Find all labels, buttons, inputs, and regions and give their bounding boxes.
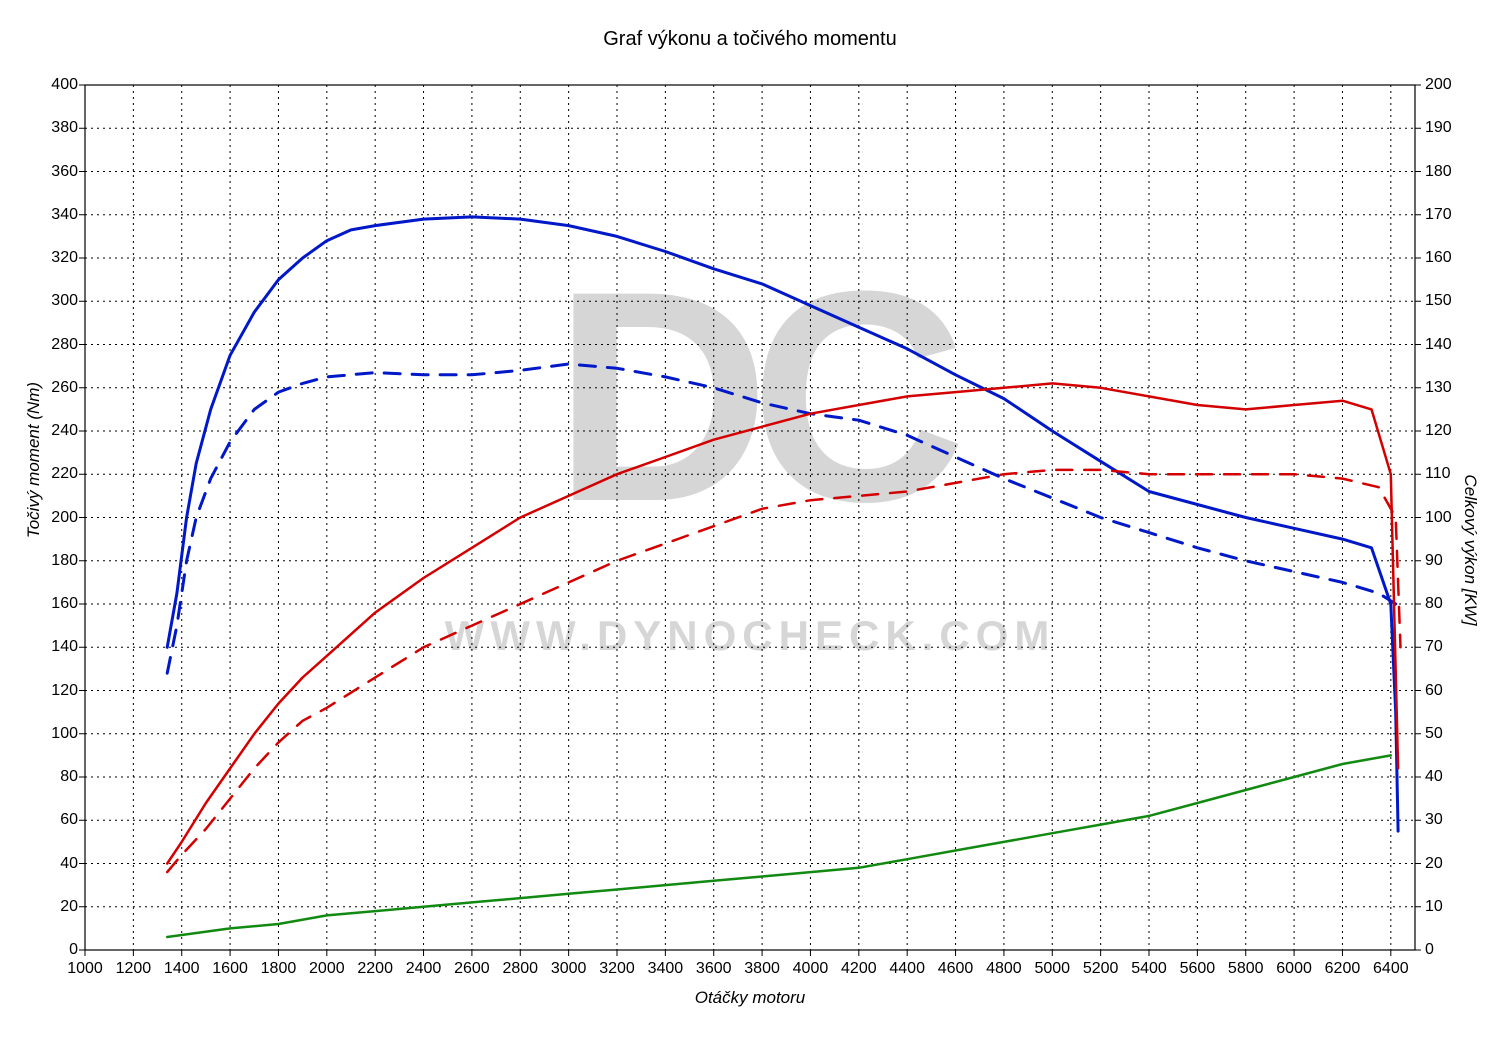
y-right-tick: 170 <box>1425 206 1463 224</box>
y-left-tick: 160 <box>40 595 78 613</box>
x-tick: 2000 <box>307 960 347 978</box>
y-right-tick: 90 <box>1425 552 1463 570</box>
x-tick: 3800 <box>742 960 782 978</box>
x-tick: 1000 <box>65 960 105 978</box>
y-right-tick: 60 <box>1425 682 1463 700</box>
x-tick: 4400 <box>887 960 927 978</box>
x-tick: 1800 <box>258 960 298 978</box>
y-left-tick: 320 <box>40 249 78 267</box>
y-right-tick: 150 <box>1425 292 1463 310</box>
page-root: { "chart": { "type": "line", "title": "G… <box>0 0 1500 1041</box>
y-right-tick: 70 <box>1425 638 1463 656</box>
y-right-tick: 10 <box>1425 898 1463 916</box>
x-tick: 5200 <box>1081 960 1121 978</box>
y-left-tick: 240 <box>40 422 78 440</box>
x-tick: 5600 <box>1177 960 1217 978</box>
x-tick: 1400 <box>162 960 202 978</box>
x-tick: 3600 <box>694 960 734 978</box>
x-tick: 3000 <box>549 960 589 978</box>
x-tick: 3400 <box>645 960 685 978</box>
y-left-tick: 280 <box>40 336 78 354</box>
x-tick: 6200 <box>1322 960 1362 978</box>
y-left-tick: 300 <box>40 292 78 310</box>
y-right-tick: 30 <box>1425 811 1463 829</box>
x-tick: 5800 <box>1226 960 1266 978</box>
x-tick: 5400 <box>1129 960 1169 978</box>
y-left-tick: 40 <box>40 855 78 873</box>
x-tick: 5000 <box>1032 960 1072 978</box>
x-tick: 4800 <box>984 960 1024 978</box>
x-tick: 3200 <box>597 960 637 978</box>
series-loss_solid <box>167 755 1391 937</box>
y-right-tick: 160 <box>1425 249 1463 267</box>
y-left-tick: 60 <box>40 811 78 829</box>
watermark-logo: DC <box>553 228 961 564</box>
y-left-tick: 100 <box>40 725 78 743</box>
y-left-tick: 0 <box>40 941 78 959</box>
x-tick: 2800 <box>500 960 540 978</box>
x-tick: 4200 <box>839 960 879 978</box>
dyno-chart-svg: DC WWW.DYNOCHECK.COM <box>0 0 1500 1041</box>
x-tick: 2400 <box>404 960 444 978</box>
y-right-tick: 100 <box>1425 509 1463 527</box>
x-tick: 4000 <box>790 960 830 978</box>
y-right-tick: 80 <box>1425 595 1463 613</box>
x-tick: 2600 <box>452 960 492 978</box>
y-left-tick: 400 <box>40 76 78 94</box>
x-tick: 1200 <box>113 960 153 978</box>
y-right-tick: 110 <box>1425 465 1463 483</box>
y-right-tick: 200 <box>1425 76 1463 94</box>
y-right-tick: 180 <box>1425 163 1463 181</box>
y-left-tick: 120 <box>40 682 78 700</box>
y-left-tick: 360 <box>40 163 78 181</box>
x-tick: 6400 <box>1371 960 1411 978</box>
y-left-tick: 140 <box>40 638 78 656</box>
y-right-tick: 20 <box>1425 855 1463 873</box>
y-left-tick: 20 <box>40 898 78 916</box>
x-tick: 4600 <box>936 960 976 978</box>
y-left-tick: 200 <box>40 509 78 527</box>
y-right-tick: 140 <box>1425 336 1463 354</box>
y-right-tick: 50 <box>1425 725 1463 743</box>
y-left-tick: 80 <box>40 768 78 786</box>
y-left-tick: 340 <box>40 206 78 224</box>
y-left-tick: 220 <box>40 465 78 483</box>
y-right-tick: 40 <box>1425 768 1463 786</box>
y-right-tick: 0 <box>1425 941 1463 959</box>
x-tick: 1600 <box>210 960 250 978</box>
x-tick: 6000 <box>1274 960 1314 978</box>
y-right-tick: 130 <box>1425 379 1463 397</box>
y-left-tick: 180 <box>40 552 78 570</box>
y-left-tick: 380 <box>40 119 78 137</box>
x-tick: 2200 <box>355 960 395 978</box>
watermark-url: WWW.DYNOCHECK.COM <box>445 612 1056 659</box>
y-right-tick: 120 <box>1425 422 1463 440</box>
y-right-tick: 190 <box>1425 119 1463 137</box>
y-left-tick: 260 <box>40 379 78 397</box>
